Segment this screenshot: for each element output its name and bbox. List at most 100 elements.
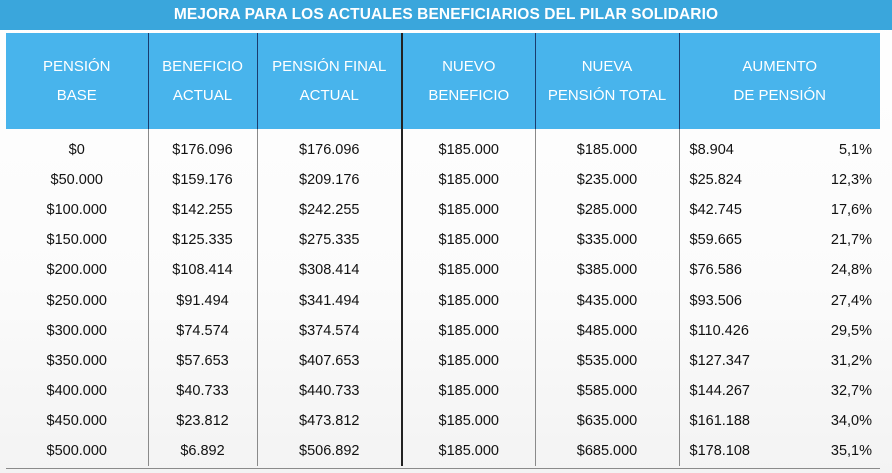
cell-nuevo-beneficio: $185.000 [401,129,535,166]
table-row: $400.000 $40.733 $440.733 $185.000 $585.000 $… [6,375,880,406]
cell-pension-final-actual: $176.096 [256,129,402,166]
cell-pension-final-actual: $242.255 [256,195,402,226]
cell-pension-base: $300.000 [46,322,107,339]
cell-aumento-monto: $161.188 [678,405,796,436]
cell-aumento-monto: $42.745 [678,195,796,226]
cell-nuevo-beneficio: $185.000 [401,435,535,467]
header-nueva-pension-total: NUEVA PENSIÓN TOTAL [534,33,679,129]
cell-nuevo-beneficio: $185.000 [401,405,535,436]
table-row: $50.000 $159.176 $209.176 $185.000 $235.000 $… [6,165,880,196]
cell-nuevo-beneficio: $185.000 [401,165,535,196]
cell-aumento-porcentaje: 34,0% [830,412,872,429]
cell-beneficio-actual: $108.414 [147,255,257,286]
cell-nuevo-beneficio: $185.000 [401,375,535,406]
table-row: $100.000 $142.255 $242.255 $185.000 $285.000… [6,195,880,226]
cell-pension-final-actual: $308.414 [256,255,402,286]
cell-pension-base: $150.000 [46,232,107,249]
cell-beneficio-actual: $91.494 [147,285,257,316]
header-row: PENSIÓN BASE BENEFICIO ACTUAL PENSIÓN FI… [6,33,880,129]
table-row: $150.000 $125.335 $275.335 $185.000 $335.000… [6,225,880,256]
cell-nueva-pension-total: $285.000 [534,195,679,226]
header-nuevo-beneficio: NUEVO BENEFICIO [401,33,535,129]
cell-aumento-porcentaje: 5,1% [838,142,872,159]
table-row: $250.000 $91.494 $341.494 $185.000 $435.000 $… [6,285,880,316]
table-bottom-border [6,468,880,469]
cell-pension-base: $100.000 [46,202,107,219]
cell-beneficio-actual: $74.574 [147,315,257,346]
cell-aumento-porcentaje: 21,7% [830,232,872,249]
cell-beneficio-actual: $176.096 [147,129,257,166]
cell-aumento-monto: $59.665 [678,225,796,256]
cell-pension-final-actual: $440.733 [256,375,402,406]
cell-pension-final-actual: $275.335 [256,225,402,256]
cell-aumento-porcentaje: 35,1% [830,442,872,459]
cell-beneficio-actual: $142.255 [147,195,257,226]
cell-aumento-porcentaje: 29,5% [830,322,872,339]
cell-pension-final-actual: $341.494 [256,285,402,316]
cell-pension-base: $500.000 [46,442,107,459]
table-body: $0 $176.096 $176.096 $185.000 $185.000 $8.904… [6,129,880,467]
header-pension-final-actual: PENSIÓN FINAL ACTUAL [256,33,402,129]
cell-pension-final-actual: $407.653 [256,345,402,376]
cell-aumento-porcentaje: 32,7% [830,382,872,399]
cell-pension-base: $350.000 [46,352,107,369]
cell-nueva-pension-total: $435.000 [534,285,679,316]
cell-aumento-porcentaje: 17,6% [830,202,872,219]
cell-aumento-porcentaje: 12,3% [830,172,872,189]
cell-nuevo-beneficio: $185.000 [401,225,535,256]
cell-nuevo-beneficio: $185.000 [401,285,535,316]
cell-aumento-monto: $178.108 [678,435,796,467]
cell-aumento-monto: $93.506 [678,285,796,316]
cell-nuevo-beneficio: $185.000 [401,345,535,376]
cell-pension-final-actual: $506.892 [256,435,402,467]
cell-aumento-monto: $127.347 [678,345,796,376]
cell-pension-base: $450.000 [46,412,107,429]
cell-pension-final-actual: $374.574 [256,315,402,346]
cell-nueva-pension-total: $485.000 [534,315,679,346]
cell-pension-base: $50.000 [50,172,103,189]
cell-beneficio-actual: $159.176 [147,165,257,196]
cell-beneficio-actual: $23.812 [147,405,257,436]
cell-nuevo-beneficio: $185.000 [401,315,535,346]
cell-aumento-monto: $8.904 [678,129,796,166]
cell-pension-base: $0 [68,142,85,159]
cell-nueva-pension-total: $185.000 [534,129,679,166]
cell-aumento-monto: $76.586 [678,255,796,286]
cell-aumento-porcentaje: 24,8% [830,262,872,279]
cell-nueva-pension-total: $685.000 [534,435,679,467]
cell-nueva-pension-total: $385.000 [534,255,679,286]
cell-nueva-pension-total: $535.000 [534,345,679,376]
cell-pension-final-actual: $473.812 [256,405,402,436]
cell-nuevo-beneficio: $185.000 [401,195,535,226]
cell-aumento-monto: $144.267 [678,375,796,406]
cell-pension-base: $200.000 [46,262,107,279]
cell-aumento-porcentaje: 31,2% [830,352,872,369]
table-row: $500.000 $6.892 $506.892 $185.000 $685.000 $1… [6,435,880,467]
cell-pension-base: $400.000 [46,382,107,399]
pension-table: PENSIÓN BASE BENEFICIO ACTUAL PENSIÓN FI… [6,33,880,467]
cell-aumento-monto: $25.824 [678,165,796,196]
table-row: $200.000 $108.414 $308.414 $185.000 $385.000… [6,255,880,286]
header-pension-base: PENSIÓN BASE [6,33,148,129]
table-row: $350.000 $57.653 $407.653 $185.000 $535.000 $… [6,345,880,376]
cell-nueva-pension-total: $635.000 [534,405,679,436]
cell-beneficio-actual: $6.892 [147,435,257,467]
header-aumento-de-pension: AUMENTO DE PENSIÓN [678,33,880,129]
table-row: $0 $176.096 $176.096 $185.000 $185.000 $8.904… [6,129,880,166]
cell-beneficio-actual: $57.653 [147,345,257,376]
cell-beneficio-actual: $40.733 [147,375,257,406]
cell-nueva-pension-total: $235.000 [534,165,679,196]
table-row: $450.000 $23.812 $473.812 $185.000 $635.000 $… [6,405,880,436]
cell-aumento-monto: $110.426 [678,315,796,346]
cell-beneficio-actual: $125.335 [147,225,257,256]
header-beneficio-actual: BENEFICIO ACTUAL [147,33,257,129]
cell-nueva-pension-total: $335.000 [534,225,679,256]
cell-pension-base: $250.000 [46,292,107,309]
cell-pension-final-actual: $209.176 [256,165,402,196]
cell-nuevo-beneficio: $185.000 [401,255,535,286]
cell-aumento-porcentaje: 27,4% [830,292,872,309]
table-row: $300.000 $74.574 $374.574 $185.000 $485.000 $… [6,315,880,346]
cell-nueva-pension-total: $585.000 [534,375,679,406]
table-title: MEJORA PARA LOS ACTUALES BENEFICIARIOS D… [0,0,892,30]
